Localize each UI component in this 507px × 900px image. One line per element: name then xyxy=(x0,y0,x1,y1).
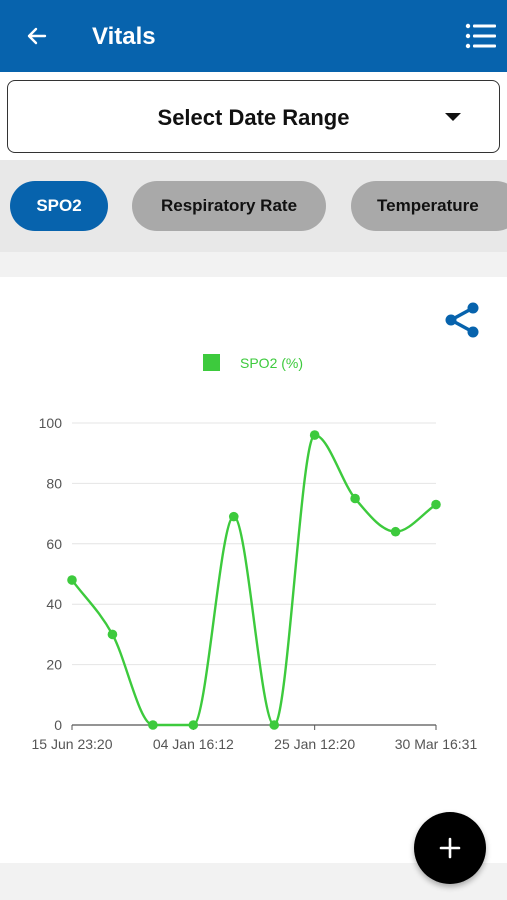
spo2-series-line xyxy=(71,433,437,727)
data-point xyxy=(228,511,239,522)
data-point xyxy=(390,526,401,537)
page-title: Vitals xyxy=(92,23,156,50)
data-point xyxy=(67,575,77,585)
vital-tabs: SPO2 Respiratory Rate Temperature xyxy=(0,160,507,252)
plus-icon xyxy=(439,837,461,859)
data-point xyxy=(107,629,118,640)
data-point xyxy=(431,499,441,510)
date-range-select[interactable]: Select Date Range xyxy=(7,80,500,153)
y-tick-label: 40 xyxy=(46,596,62,612)
data-point xyxy=(350,493,360,504)
data-point xyxy=(269,720,280,730)
data-point xyxy=(148,720,158,730)
y-tick-label: 0 xyxy=(54,717,62,733)
x-tick-label: 30 Mar 16:31 xyxy=(395,736,478,752)
data-point xyxy=(188,720,199,730)
app-bar: Vitals xyxy=(0,0,507,72)
legend-label: SPO2 (%) xyxy=(240,355,303,371)
y-tick-label: 80 xyxy=(46,475,62,491)
x-tick-label: 04 Jan 16:12 xyxy=(153,736,234,752)
legend-marker xyxy=(203,354,220,371)
tab-respiratory-rate[interactable]: Respiratory Rate xyxy=(132,181,326,231)
back-arrow-icon xyxy=(27,27,47,45)
chart-card: SPO2 (%) 0 20 40 60 80 100 15 Jun 23:20 04 Jan 1… xyxy=(0,277,507,863)
share-icon xyxy=(445,302,479,338)
y-tick-label: 20 xyxy=(46,657,62,673)
share-button[interactable] xyxy=(442,300,482,340)
spo2-chart: SPO2 (%) 0 20 40 60 80 100 15 Jun 23:20 04 Jan 1… xyxy=(32,354,478,752)
add-vital-button[interactable] xyxy=(414,812,486,884)
caret-down-icon xyxy=(445,113,461,121)
x-tick-label: 25 Jan 12:20 xyxy=(274,736,355,752)
data-point xyxy=(309,430,320,440)
y-tick-label: 60 xyxy=(46,536,62,552)
date-range-label: Select Date Range xyxy=(157,105,350,130)
back-button[interactable] xyxy=(18,18,54,54)
menu-button[interactable] xyxy=(463,18,499,54)
list-menu-icon xyxy=(465,23,496,49)
y-tick-label: 100 xyxy=(39,415,63,431)
tab-spo2[interactable]: SPO2 xyxy=(10,181,108,231)
x-tick-label: 15 Jun 23:20 xyxy=(32,736,113,752)
tab-temperature[interactable]: Temperature xyxy=(351,181,507,231)
date-range-section: Select Date Range xyxy=(0,72,507,160)
